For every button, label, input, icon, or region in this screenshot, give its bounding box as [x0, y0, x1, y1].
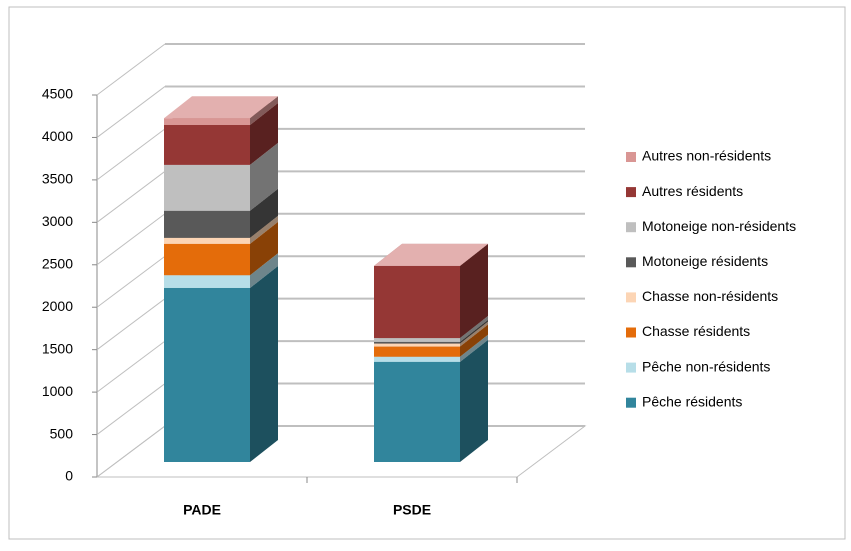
bar	[164, 118, 250, 125]
bar-side	[250, 265, 278, 462]
bar-side	[250, 188, 278, 238]
y-tick-label: 1500	[42, 340, 73, 356]
bar	[164, 243, 250, 276]
x-tick-label: PSDE	[393, 502, 431, 518]
x-tick-label: PADE	[183, 502, 221, 518]
y-tick-label: 3500	[42, 171, 73, 187]
bar	[164, 210, 250, 238]
bar-side	[460, 319, 488, 344]
legend-swatch	[626, 327, 636, 338]
grid-line	[96, 383, 166, 435]
legend-label: Autres résidents	[642, 183, 743, 199]
bar	[374, 356, 460, 362]
bar	[164, 275, 250, 288]
bar-side	[460, 321, 488, 347]
legend-swatch	[626, 222, 636, 233]
grid-line	[96, 170, 166, 223]
legend-label: Motoneige résidents	[642, 253, 768, 269]
bar	[374, 341, 460, 344]
bar	[374, 265, 460, 339]
bar-side	[250, 253, 278, 288]
grid-line	[96, 255, 166, 308]
bar	[164, 164, 250, 211]
bar-side	[250, 96, 278, 125]
y-tick-label: 2000	[42, 298, 73, 314]
grid-line	[96, 298, 166, 351]
legend-swatch	[626, 397, 636, 408]
bar-side	[460, 339, 488, 462]
y-tick-label: 0	[65, 468, 73, 484]
bar	[164, 237, 250, 244]
bar	[374, 338, 460, 342]
y-tick-label: 4000	[42, 128, 73, 144]
bar	[164, 287, 250, 462]
grid-line	[96, 128, 166, 181]
legend-swatch	[626, 187, 636, 198]
legend-swatch	[626, 257, 636, 268]
legend-label: Pêche résidents	[642, 393, 742, 409]
y-tick-label: 2500	[42, 255, 73, 271]
legend-label: Motoneige non-résidents	[642, 218, 796, 234]
grid-line	[96, 425, 166, 478]
legend-label: Autres non-résidents	[642, 148, 771, 164]
y-tick-label: 1000	[42, 383, 73, 399]
bar	[374, 361, 460, 462]
legend-label: Pêche non-résidents	[642, 358, 770, 374]
legend-label: Chasse résidents	[642, 323, 750, 339]
y-tick-label: 3000	[42, 213, 73, 229]
bar-top	[164, 96, 278, 119]
bar-side	[250, 215, 278, 244]
grid-line	[96, 43, 166, 96]
bar	[374, 343, 460, 347]
bar-side	[250, 142, 278, 211]
bar-side	[250, 102, 278, 165]
y-tick-label: 500	[50, 425, 74, 441]
bar-side	[250, 221, 278, 276]
bar-side	[460, 316, 488, 342]
grid-line	[96, 86, 166, 138]
bar-side	[460, 324, 488, 357]
legend-swatch	[626, 152, 636, 162]
legend-label: Chasse non-résidents	[642, 288, 778, 304]
y-tick-label: 4500	[42, 86, 73, 102]
bar	[374, 346, 460, 357]
bar	[164, 124, 250, 165]
bar-side	[460, 243, 488, 339]
grid-line	[96, 213, 166, 266]
legend-swatch	[626, 292, 636, 303]
bar-side	[460, 334, 488, 362]
bar-top	[374, 243, 488, 266]
legend-swatch	[626, 362, 636, 373]
grid-line	[96, 340, 166, 393]
